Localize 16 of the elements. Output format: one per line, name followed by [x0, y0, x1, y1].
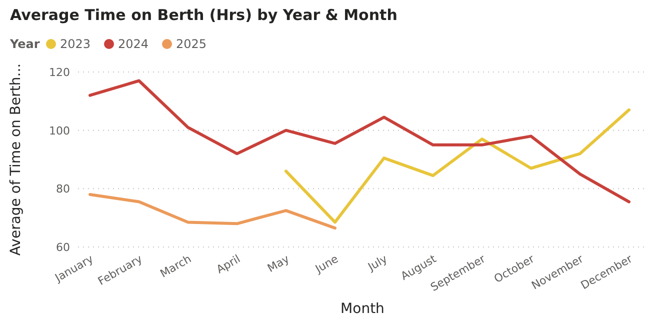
- chart-title: Average Time on Berth (Hrs) by Year & Month: [10, 6, 398, 24]
- line-series: [88, 79, 630, 204]
- legend-title: Year: [9, 37, 40, 51]
- y-tick-label: 100: [49, 124, 70, 138]
- legend-label: 2024: [118, 37, 149, 51]
- x-tick-label: May: [265, 252, 292, 275]
- line-series: [284, 108, 630, 224]
- legend-label: 2023: [60, 37, 91, 51]
- legend-label: 2025: [176, 37, 207, 51]
- x-tick-label: July: [364, 252, 390, 274]
- y-tick-label: 80: [56, 182, 70, 196]
- y-tick-label: 120: [49, 66, 70, 79]
- y-axis-title: Average of Time on Berth...: [8, 63, 24, 256]
- x-axis-title: Month: [340, 301, 384, 317]
- y-tick-label: 60: [56, 241, 70, 254]
- line-series: [88, 193, 336, 230]
